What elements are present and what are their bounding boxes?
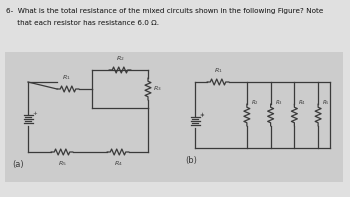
- Text: $R_4$: $R_4$: [298, 98, 307, 107]
- Text: 6-  What is the total resistance of the mixed circuits shown in the following Fi: 6- What is the total resistance of the m…: [6, 8, 323, 14]
- Text: $R_5$: $R_5$: [322, 98, 330, 107]
- Text: $R_2$: $R_2$: [116, 54, 124, 63]
- Text: +: +: [199, 112, 204, 117]
- Text: $R_1$: $R_1$: [214, 66, 222, 75]
- FancyBboxPatch shape: [5, 52, 343, 182]
- Text: $R_2$: $R_2$: [251, 98, 259, 107]
- Text: $R_4$: $R_4$: [114, 159, 122, 168]
- Text: that each resistor has resistance 6.0 Ω.: that each resistor has resistance 6.0 Ω.: [6, 20, 159, 26]
- Text: $R_3$: $R_3$: [153, 85, 162, 93]
- Text: $R_3$: $R_3$: [275, 98, 282, 107]
- Text: +: +: [199, 112, 204, 116]
- Text: +: +: [33, 111, 37, 115]
- Text: $R_1$: $R_1$: [62, 73, 70, 82]
- Text: (b): (b): [185, 156, 197, 165]
- Text: $R_5$: $R_5$: [58, 159, 66, 168]
- Text: (a): (a): [12, 160, 24, 169]
